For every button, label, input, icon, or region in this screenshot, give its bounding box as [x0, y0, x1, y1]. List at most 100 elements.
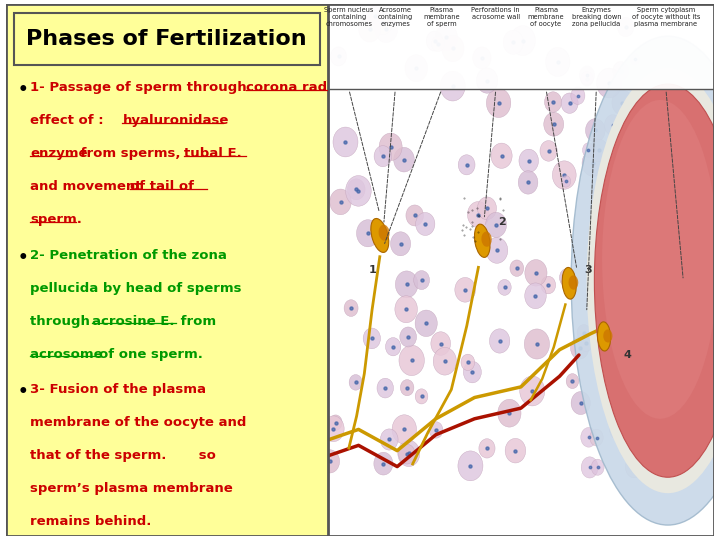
- Ellipse shape: [582, 143, 594, 158]
- Text: effect of :: effect of :: [30, 114, 108, 127]
- Ellipse shape: [613, 62, 629, 80]
- Ellipse shape: [591, 459, 604, 475]
- Ellipse shape: [415, 310, 437, 336]
- Text: 4: 4: [624, 350, 631, 360]
- Ellipse shape: [399, 345, 424, 376]
- Ellipse shape: [541, 276, 556, 294]
- Ellipse shape: [330, 189, 351, 215]
- Ellipse shape: [375, 15, 397, 43]
- Ellipse shape: [503, 30, 523, 55]
- Ellipse shape: [624, 320, 633, 333]
- Ellipse shape: [442, 35, 464, 62]
- Ellipse shape: [356, 220, 379, 247]
- Ellipse shape: [524, 329, 549, 359]
- Ellipse shape: [395, 271, 418, 298]
- Ellipse shape: [624, 346, 642, 368]
- Ellipse shape: [598, 202, 611, 218]
- Ellipse shape: [525, 260, 547, 286]
- Text: of one sperm.: of one sperm.: [99, 348, 203, 361]
- Ellipse shape: [487, 89, 510, 118]
- Ellipse shape: [380, 429, 398, 450]
- Ellipse shape: [601, 307, 618, 328]
- Ellipse shape: [405, 55, 428, 82]
- Ellipse shape: [510, 25, 536, 56]
- Ellipse shape: [330, 47, 346, 66]
- Ellipse shape: [498, 399, 521, 427]
- Text: 1: 1: [368, 265, 376, 275]
- Ellipse shape: [510, 260, 523, 276]
- Ellipse shape: [431, 332, 451, 355]
- Text: Perforations in
acrosome wall: Perforations in acrosome wall: [472, 7, 520, 20]
- Ellipse shape: [603, 345, 615, 360]
- Ellipse shape: [458, 451, 483, 481]
- Ellipse shape: [379, 133, 402, 160]
- Ellipse shape: [616, 349, 627, 361]
- Ellipse shape: [518, 171, 538, 194]
- Ellipse shape: [490, 329, 510, 353]
- Ellipse shape: [374, 146, 392, 167]
- Ellipse shape: [602, 100, 718, 419]
- Ellipse shape: [544, 92, 562, 112]
- Ellipse shape: [377, 378, 394, 398]
- Ellipse shape: [562, 176, 571, 187]
- Ellipse shape: [569, 275, 578, 289]
- Ellipse shape: [519, 149, 539, 172]
- Ellipse shape: [595, 84, 720, 477]
- Ellipse shape: [379, 225, 390, 241]
- Ellipse shape: [458, 155, 475, 175]
- Ellipse shape: [371, 219, 389, 252]
- Bar: [328, 4, 714, 89]
- Ellipse shape: [580, 71, 593, 86]
- Ellipse shape: [608, 362, 620, 376]
- Ellipse shape: [474, 224, 490, 258]
- Ellipse shape: [585, 119, 606, 142]
- Ellipse shape: [616, 185, 637, 211]
- Ellipse shape: [605, 335, 626, 360]
- Text: hyaluronidase: hyaluronidase: [122, 114, 229, 127]
- Ellipse shape: [566, 374, 579, 389]
- Ellipse shape: [582, 150, 604, 177]
- Ellipse shape: [598, 322, 611, 351]
- Ellipse shape: [552, 161, 576, 189]
- Ellipse shape: [571, 36, 720, 525]
- Ellipse shape: [320, 450, 340, 473]
- Ellipse shape: [467, 201, 489, 227]
- Ellipse shape: [591, 184, 613, 210]
- Ellipse shape: [482, 232, 492, 247]
- Ellipse shape: [406, 205, 423, 226]
- Ellipse shape: [590, 139, 608, 161]
- Ellipse shape: [398, 440, 420, 467]
- Ellipse shape: [390, 232, 410, 256]
- Ellipse shape: [473, 47, 491, 69]
- Ellipse shape: [435, 24, 457, 51]
- Ellipse shape: [415, 389, 428, 404]
- Ellipse shape: [625, 456, 643, 478]
- Ellipse shape: [505, 438, 526, 463]
- Text: 3- Fusion of the plasma: 3- Fusion of the plasma: [30, 383, 206, 396]
- Ellipse shape: [520, 376, 545, 406]
- Ellipse shape: [613, 280, 639, 310]
- Ellipse shape: [400, 327, 417, 347]
- Ellipse shape: [363, 328, 380, 349]
- Ellipse shape: [596, 224, 611, 243]
- Text: 3: 3: [585, 265, 593, 275]
- Ellipse shape: [344, 300, 358, 316]
- Ellipse shape: [608, 227, 626, 249]
- Text: Enzymes
breaking down
zona pellucida: Enzymes breaking down zona pellucida: [572, 7, 621, 27]
- Text: from sperms,: from sperms,: [76, 147, 185, 160]
- Ellipse shape: [348, 179, 365, 200]
- Ellipse shape: [571, 392, 590, 415]
- Text: 2- Penetration of the zona: 2- Penetration of the zona: [30, 249, 227, 262]
- Ellipse shape: [486, 238, 508, 264]
- Ellipse shape: [587, 68, 720, 493]
- Ellipse shape: [441, 71, 465, 101]
- Ellipse shape: [333, 127, 358, 157]
- Ellipse shape: [374, 11, 392, 35]
- Ellipse shape: [590, 429, 603, 446]
- Text: Plasma
membrane
of oocyte: Plasma membrane of oocyte: [528, 7, 564, 27]
- Text: through: through: [30, 315, 94, 328]
- Text: corona radiata,: corona radiata,: [246, 82, 361, 94]
- Ellipse shape: [525, 283, 546, 309]
- Ellipse shape: [609, 261, 634, 292]
- Ellipse shape: [433, 347, 456, 375]
